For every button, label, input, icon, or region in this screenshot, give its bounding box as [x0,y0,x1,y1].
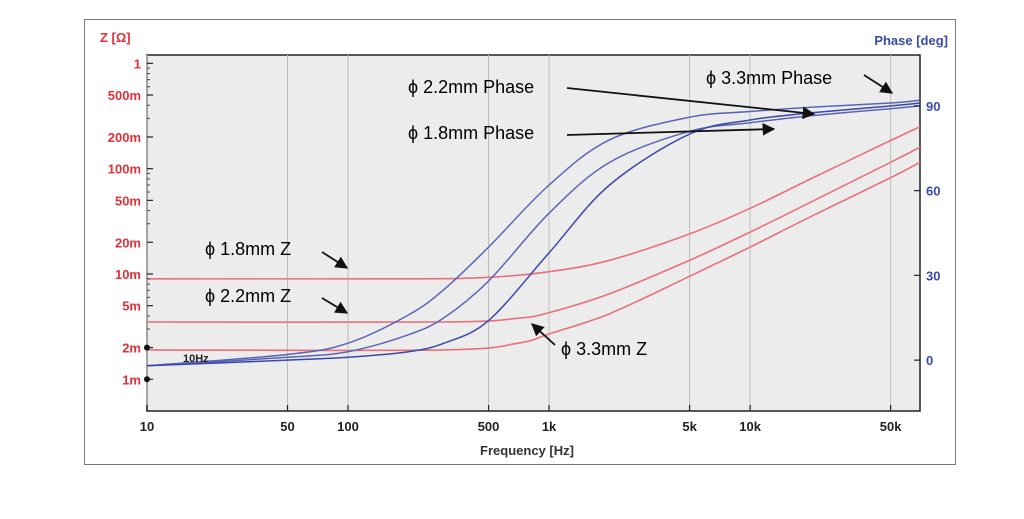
start-marker-1m [144,376,150,383]
y-left-tick-label: 10m [115,267,141,282]
annotation-arrow [566,87,816,120]
annotation-label: ϕ 3.3mm Z [561,339,647,359]
annotation-arrow [863,74,894,94]
x-tick-label: 10k [739,419,761,434]
annotation-arrow [566,123,776,136]
annotation-arrow [321,297,349,314]
y-right-tick-label: 0 [926,353,933,368]
annotation-arrow [531,323,556,346]
x-tick-label: 50 [280,419,294,434]
x-tick-label: 5k [682,419,697,434]
y-left-tick-label: 20m [115,235,141,250]
x-tick-label: 10 [140,419,154,434]
x-tick-label: 500 [478,419,500,434]
y-left-tick-label: 50m [115,193,141,208]
series-line-1.8mm-z [146,125,921,280]
y-left-tick-label: 200m [108,130,141,145]
annotation-label: 10Hz [183,353,209,365]
y-right-axis-title: Phase [deg] [874,33,948,48]
y-left-tick-label: 100m [108,162,141,177]
y-left-tick-label: 2m [122,341,141,356]
y-left-tick-label: 5m [122,299,141,314]
annotation-label: ϕ 3.3mm Phase [706,68,832,88]
y-left-tick-label: 500m [108,88,141,103]
series-line-2.2mm-z [146,146,921,324]
y-right-tick-label: 60 [926,184,940,199]
x-axis-title: Frequency [Hz] [480,443,574,458]
annotation-label: ϕ 2.2mm Z [205,286,291,306]
y-left-axis-title: Z [Ω] [100,30,131,45]
annotation-label: ϕ 2.2mm Phase [408,77,534,97]
x-tick-label: 1k [542,419,557,434]
y-left-tick-label: 1m [122,372,141,387]
y-right-tick-label: 30 [926,268,940,283]
annotation-label: ϕ 1.8mm Phase [408,123,534,143]
annotation-arrow [321,251,349,269]
x-tick-label: 50k [880,419,902,434]
x-tick-label: 100 [337,419,359,434]
y-right-tick-label: 90 [926,99,940,114]
series-line-3.3mm-z [146,161,921,352]
annotation-label: ϕ 1.8mm Z [205,239,291,259]
start-marker-2m [144,344,150,351]
y-left-tick-label: 1 [134,56,141,71]
